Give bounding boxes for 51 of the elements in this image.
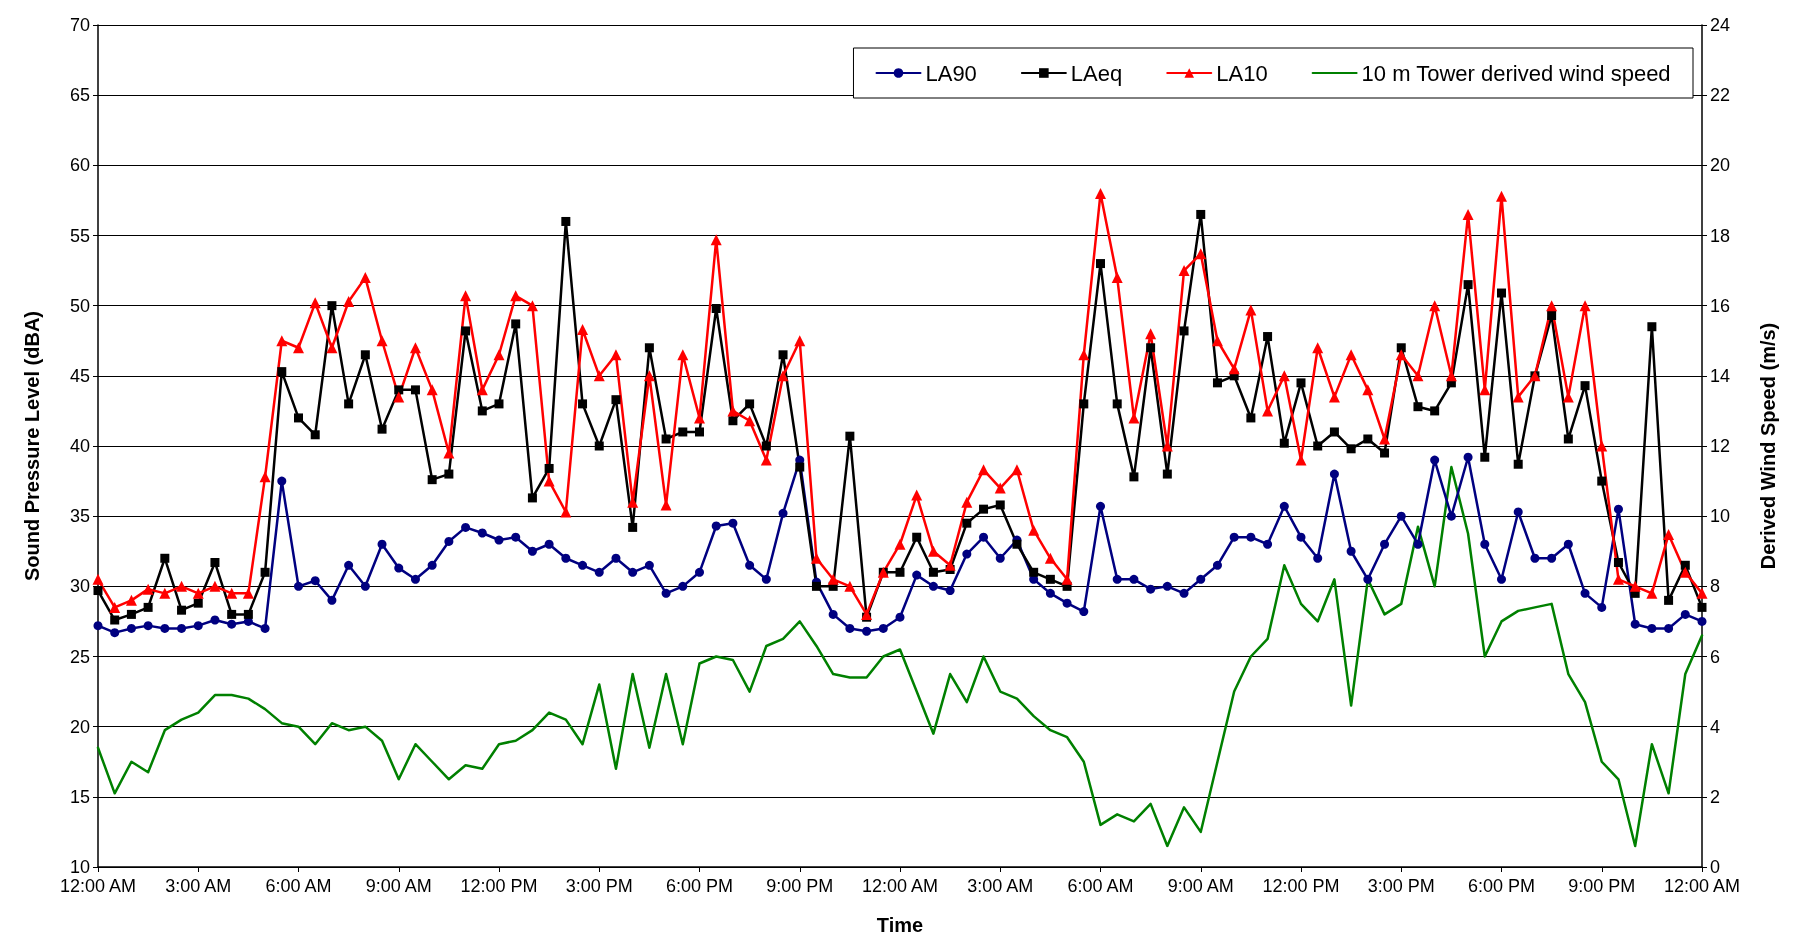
legend-label: LAeq (1070, 60, 1123, 86)
y2-tick-label: 12 (1710, 436, 1731, 456)
y2-tick-label: 18 (1710, 225, 1731, 246)
y-tick-label: 60 (69, 155, 90, 176)
y-tick-label: 40 (69, 436, 90, 456)
y2-tick-label: 6 (1710, 646, 1721, 667)
y2-tick-label: 16 (1710, 295, 1731, 316)
x-tick-label: 6:00 AM (1067, 876, 1134, 896)
x-tick-label: 3:00 PM (565, 876, 633, 896)
y2-tick-label: 14 (1710, 365, 1731, 386)
y-tick-label: 45 (69, 365, 90, 386)
y-tick-label: 10 (69, 857, 90, 877)
y2-tick-label: 20 (1710, 155, 1731, 176)
x-axis-title: Time (876, 914, 924, 936)
y-tick-label: 55 (69, 225, 90, 246)
y2-tick-label: 24 (1710, 15, 1731, 35)
y-tick-label: 15 (69, 786, 90, 807)
y-tick-label: 70 (69, 15, 90, 35)
y-tick-label: 20 (69, 716, 90, 737)
y-tick-label: 25 (69, 646, 90, 667)
x-tick-label: 9:00 AM (1167, 876, 1234, 896)
x-tick-label: 12:00 AM (861, 876, 939, 896)
line-series (96, 465, 1704, 848)
x-tick-label: 12:00 PM (460, 876, 538, 896)
x-tick-label: 3:00 AM (165, 876, 232, 896)
x-tick-label: 9:00 AM (365, 876, 432, 896)
x-tick-label: 6:00 AM (265, 876, 332, 896)
y-axis-title: Sound Pressure Level (dBA) (21, 310, 43, 582)
y2-tick-label: 8 (1710, 576, 1721, 597)
x-tick-label: 6:00 PM (1467, 876, 1536, 896)
y2-tick-label: 22 (1710, 85, 1731, 106)
y-tick-label: 50 (69, 295, 90, 316)
y2-tick-label: 10 (1710, 506, 1731, 527)
y2-axis-title: Derived Wind Speed (m/s) (1757, 322, 1779, 570)
y-tick-label: 35 (69, 506, 90, 527)
y-tick-label: 30 (69, 576, 90, 597)
x-tick-label: 12:00 AM (59, 876, 137, 896)
legend-label: 10 m Tower derived wind speed (1361, 60, 1671, 86)
legend-label: LA90 (925, 60, 977, 86)
y2-tick-label: 2 (1710, 786, 1721, 807)
x-tick-label: 9:00 PM (1568, 876, 1636, 896)
x-tick-label: 12:00 PM (1262, 876, 1340, 896)
x-tick-label: 9:00 PM (766, 876, 834, 896)
y2-tick-label: 4 (1710, 716, 1721, 737)
legend-label: LA10 (1216, 60, 1268, 86)
x-tick-label: 3:00 AM (967, 876, 1034, 896)
x-tick-label: 6:00 PM (665, 876, 734, 896)
x-tick-label: 3:00 PM (1367, 876, 1435, 896)
x-tick-label: 12:00 AM (1663, 876, 1741, 896)
y-tick-label: 65 (69, 85, 90, 106)
y2-tick-label: 0 (1710, 857, 1721, 877)
